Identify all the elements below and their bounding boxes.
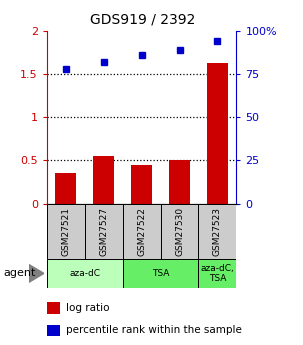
Text: aza-dC: aza-dC bbox=[69, 269, 100, 278]
Text: GSM27521: GSM27521 bbox=[62, 207, 70, 256]
Bar bbox=[123, 204, 161, 259]
Bar bbox=[198, 259, 236, 288]
Text: log ratio: log ratio bbox=[66, 303, 110, 313]
Bar bbox=[131, 165, 152, 204]
Bar bbox=[47, 259, 123, 288]
Text: GSM27522: GSM27522 bbox=[137, 207, 146, 256]
Text: GSM27527: GSM27527 bbox=[99, 207, 108, 256]
Text: percentile rank within the sample: percentile rank within the sample bbox=[66, 325, 242, 335]
Bar bbox=[47, 204, 85, 259]
Bar bbox=[198, 204, 236, 259]
Text: GSM27530: GSM27530 bbox=[175, 207, 184, 256]
Text: agent: agent bbox=[3, 268, 35, 278]
Bar bbox=[55, 173, 76, 204]
Bar bbox=[85, 204, 123, 259]
Text: aza-dC,
TSA: aza-dC, TSA bbox=[201, 264, 234, 283]
Text: TSA: TSA bbox=[152, 269, 169, 278]
Bar bbox=[47, 325, 60, 336]
Polygon shape bbox=[29, 264, 44, 282]
Bar bbox=[161, 204, 198, 259]
Bar bbox=[93, 156, 114, 204]
Bar bbox=[169, 160, 190, 204]
Bar bbox=[123, 259, 198, 288]
Bar bbox=[207, 63, 228, 204]
Text: GSM27523: GSM27523 bbox=[213, 207, 222, 256]
Text: GDS919 / 2392: GDS919 / 2392 bbox=[90, 12, 195, 26]
Bar bbox=[47, 302, 60, 314]
